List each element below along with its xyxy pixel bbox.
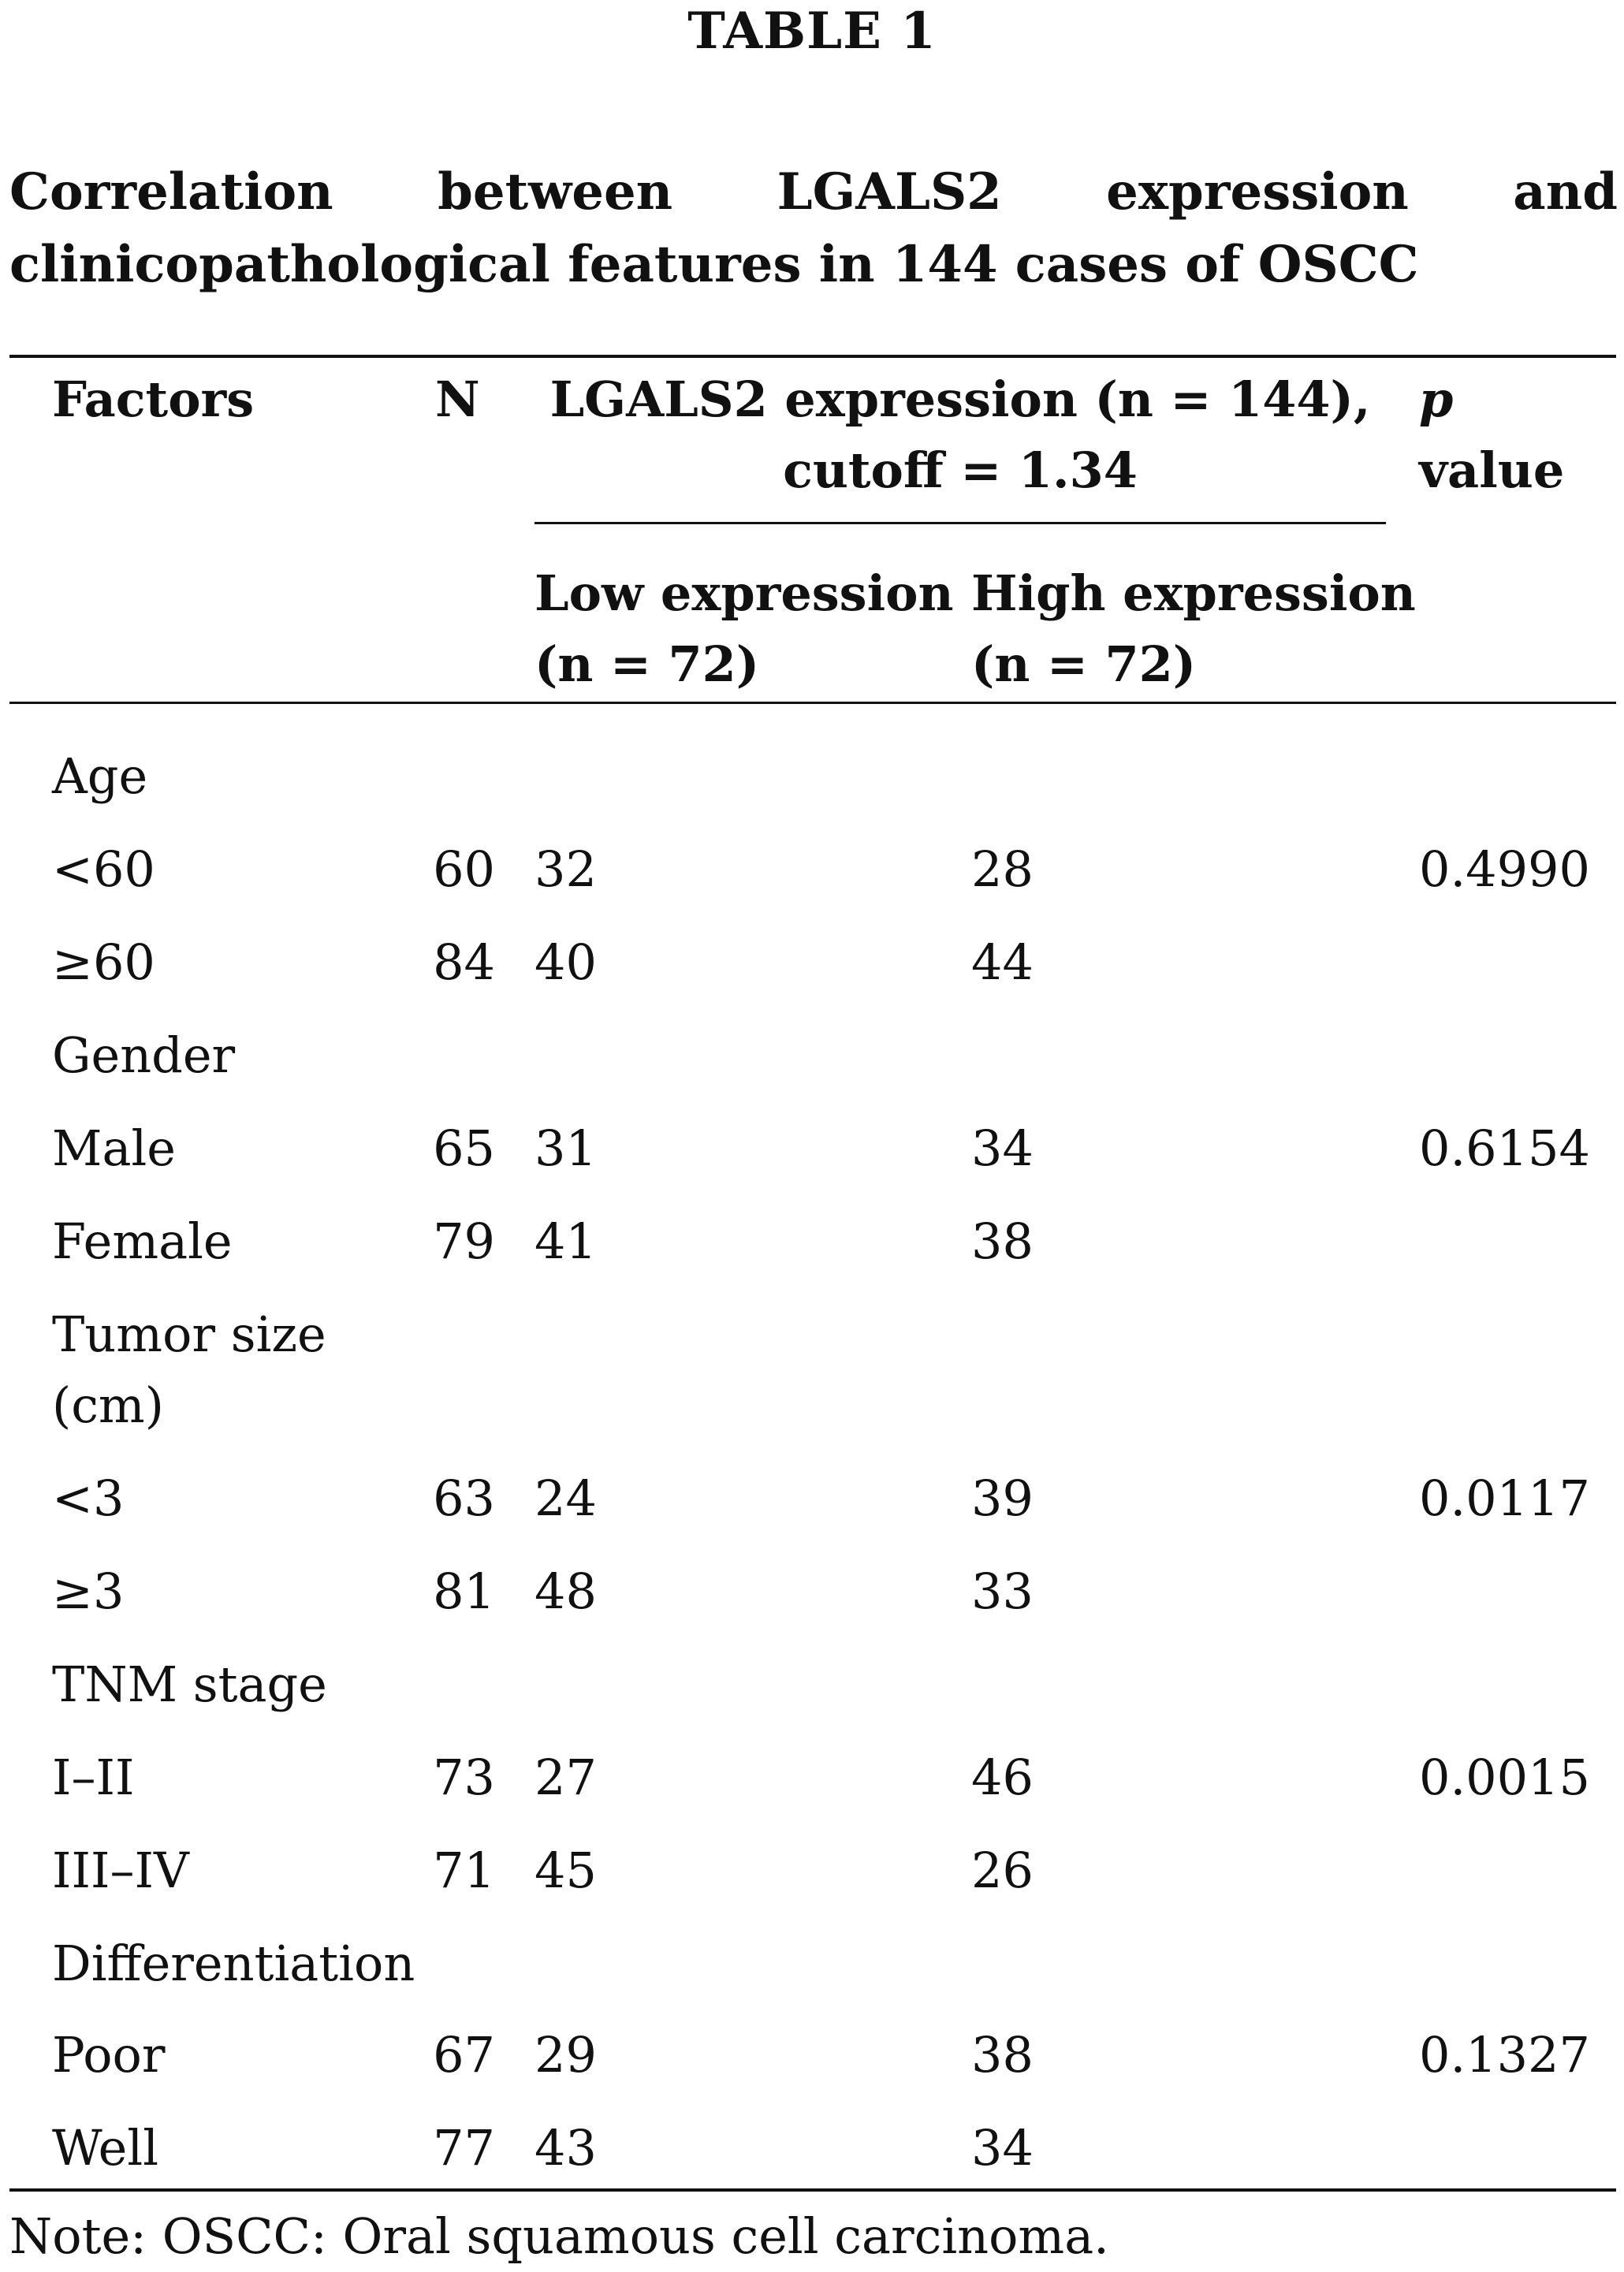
- row-factor: Age: [52, 747, 148, 805]
- header-bottom-rule: [9, 702, 1616, 704]
- row-low: 40: [535, 933, 597, 991]
- row-factor: Gender: [52, 1026, 236, 1084]
- group-underline: [535, 522, 1386, 524]
- row-n: 63: [433, 1469, 495, 1527]
- row-low: 43: [535, 2119, 597, 2177]
- row-n: 60: [433, 840, 495, 898]
- row-low: 45: [535, 1842, 597, 1899]
- row-p: 0.6154: [1419, 1119, 1590, 1177]
- row-factor: I–II: [52, 1749, 135, 1806]
- header-high-line1: High expression: [971, 564, 1416, 622]
- row-low: 41: [535, 1212, 597, 1270]
- row-n: 65: [433, 1119, 495, 1177]
- row-n: 77: [433, 2119, 495, 2177]
- row-high: 38: [971, 2026, 1034, 2084]
- row-low: 32: [535, 840, 597, 898]
- table-note: Note: OSCC: Oral squamous cell carcinoma…: [9, 2207, 1109, 2265]
- header-n: N: [435, 371, 480, 428]
- row-low: 29: [535, 2026, 597, 2084]
- row-factor: ≥60: [52, 933, 155, 991]
- row-n: 84: [433, 933, 495, 991]
- row-high: 28: [971, 840, 1034, 898]
- bottom-rule: [9, 2188, 1616, 2192]
- header-value: value: [1419, 441, 1565, 499]
- header-factors: Factors: [52, 371, 255, 428]
- row-low: 31: [535, 1119, 597, 1177]
- row-factor-line2: (cm): [52, 1376, 164, 1434]
- row-n: 73: [433, 1749, 495, 1806]
- row-n: 71: [433, 1842, 495, 1899]
- row-factor: <60: [52, 840, 155, 898]
- row-high: 44: [971, 933, 1034, 991]
- row-factor: ≥3: [52, 1562, 125, 1620]
- row-high: 26: [971, 1842, 1034, 1899]
- header-group-line2: cutoff = 1.34: [783, 441, 1138, 499]
- row-high: 38: [971, 1212, 1034, 1270]
- row-factor: Female: [52, 1212, 233, 1270]
- row-factor: <3: [52, 1469, 125, 1527]
- header-low-line1: Low expression: [535, 564, 954, 622]
- row-factor: TNM stage: [52, 1656, 327, 1713]
- row-p: 0.0117: [1419, 1469, 1590, 1527]
- row-n: 67: [433, 2026, 495, 2084]
- header-p: p: [1419, 371, 1454, 428]
- row-low: 24: [535, 1469, 597, 1527]
- row-low: 48: [535, 1562, 597, 1620]
- row-high: 39: [971, 1469, 1034, 1527]
- header-group-line1: LGALS2 expression (n = 144),: [549, 371, 1371, 428]
- table-label: TABLE 1: [687, 2, 937, 61]
- row-factor: Male: [52, 1119, 176, 1177]
- row-p: 0.0015: [1419, 1749, 1590, 1806]
- row-factor: III–IV: [52, 1842, 189, 1899]
- header-high-line2: (n = 72): [971, 635, 1197, 693]
- top-rule: [9, 355, 1616, 358]
- header-low-line2: (n = 72): [535, 635, 760, 693]
- row-high: 46: [971, 1749, 1034, 1806]
- row-p: 0.4990: [1419, 840, 1590, 898]
- row-n: 79: [433, 1212, 495, 1270]
- row-low: 27: [535, 1749, 597, 1806]
- row-factor: Well: [52, 2119, 159, 2177]
- row-n: 81: [433, 1562, 495, 1620]
- row-factor: Tumor size: [52, 1305, 326, 1363]
- row-high: 34: [971, 2119, 1034, 2177]
- row-factor: Poor: [52, 2026, 166, 2084]
- row-high: 33: [971, 1562, 1034, 1620]
- row-factor: Differentiation: [52, 1935, 415, 1992]
- row-high: 34: [971, 1119, 1034, 1177]
- row-p: 0.1327: [1419, 2026, 1590, 2084]
- table-caption: Correlation between LGALS2 expression an…: [9, 162, 1618, 294]
